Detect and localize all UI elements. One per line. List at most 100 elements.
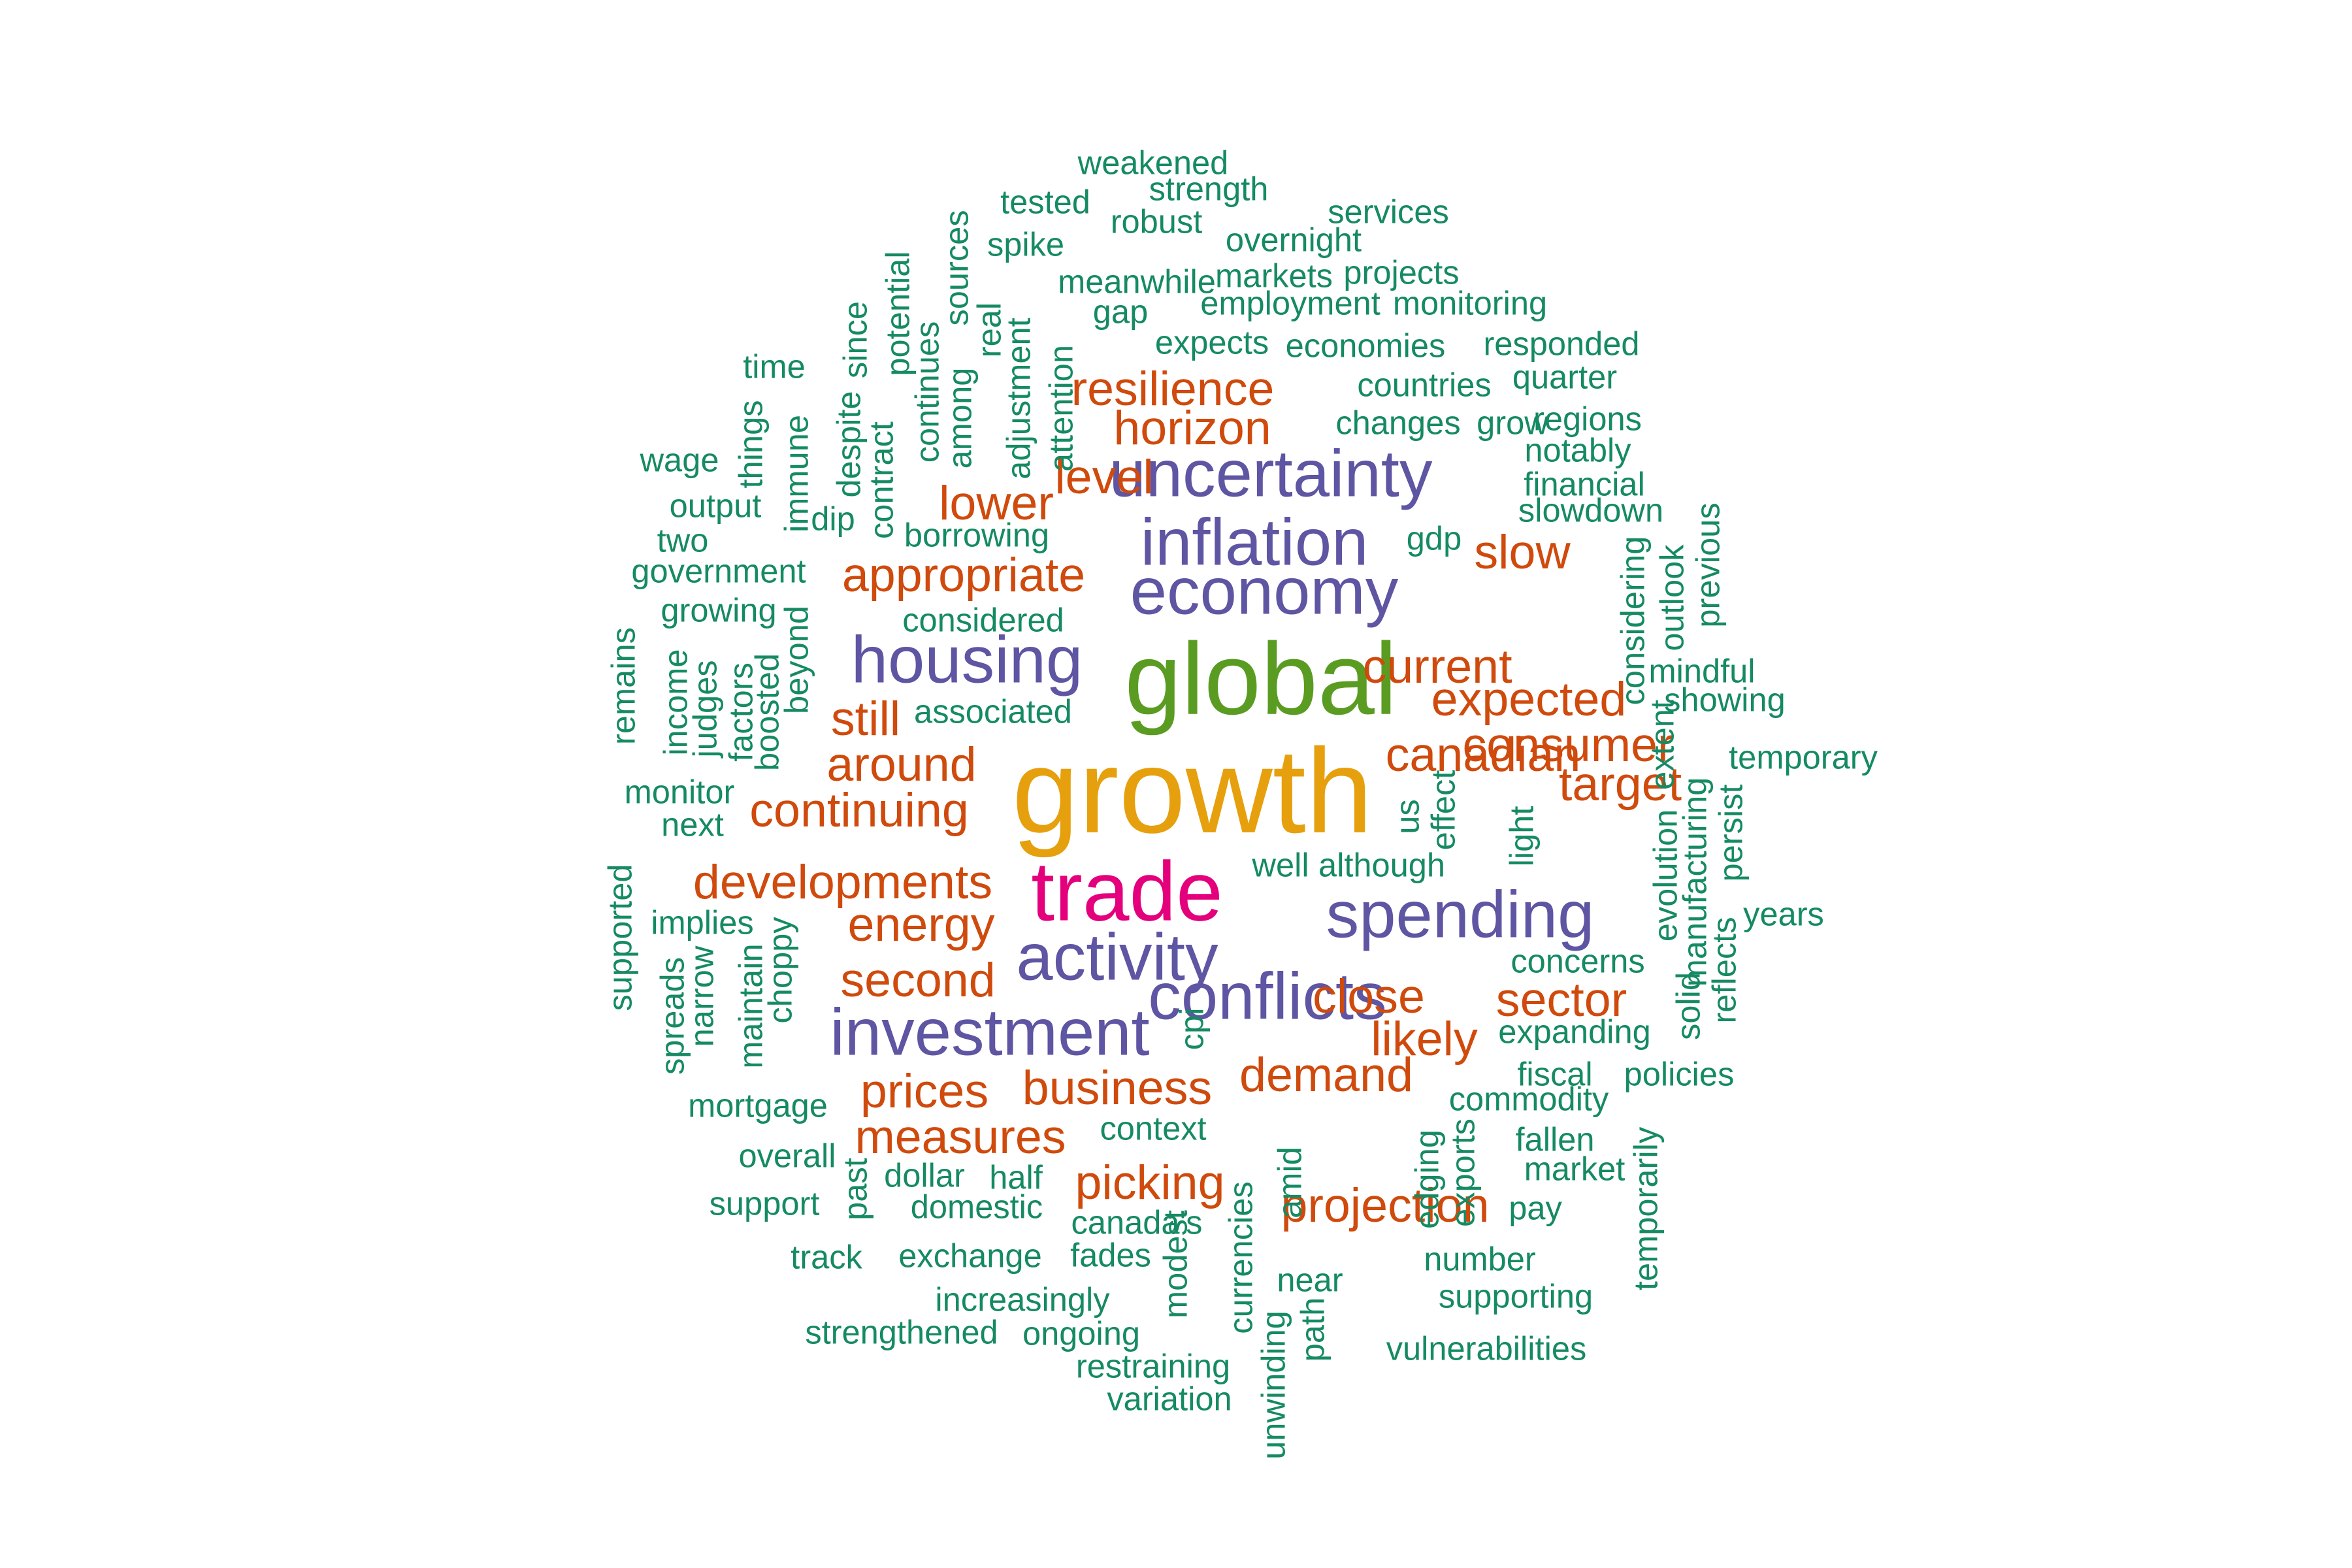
word-growth: growth [1011, 723, 1373, 858]
word-us: us [1388, 799, 1426, 834]
word-investment: investment [830, 995, 1150, 1070]
word-things: things [732, 400, 770, 489]
word-prices: prices [860, 1064, 989, 1119]
word-markets: markets [1215, 257, 1333, 295]
word-adjustment: adjustment [1000, 318, 1037, 480]
word-gap: gap [1092, 293, 1149, 331]
word-current: current [1362, 639, 1512, 694]
word-growing: growing [661, 591, 777, 629]
word-projects: projects [1343, 253, 1460, 291]
word-years: years [1743, 895, 1824, 933]
word-activity: activity [1016, 920, 1218, 994]
word-among: among [941, 367, 979, 469]
word-notably: notably [1524, 431, 1631, 469]
word-uncertainty: uncertainty [1109, 436, 1433, 511]
word-policies: policies [1624, 1055, 1735, 1093]
word-outlook: outlook [1653, 544, 1691, 651]
word-close: close [1313, 969, 1425, 1024]
word-expected: expected [1431, 672, 1627, 727]
word-currencies: currencies [1222, 1181, 1260, 1334]
word-continuing: continuing [749, 783, 969, 838]
word-narrow: narrow [683, 945, 721, 1047]
word-monitoring: monitoring [1392, 284, 1548, 322]
word-commodity: commodity [1448, 1080, 1609, 1118]
word-target: target [1558, 757, 1682, 811]
word-still: still [830, 691, 901, 746]
word-grow: grow [1477, 404, 1548, 442]
word-picking: picking [1075, 1155, 1225, 1210]
word-variation: variation [1107, 1380, 1232, 1418]
word-dollar: dollar [884, 1156, 965, 1194]
word-robust: robust [1110, 203, 1203, 240]
word-next: next [661, 806, 724, 843]
word-cpi: cpi [1173, 1007, 1211, 1051]
word-past: past [836, 1158, 874, 1220]
word-government: government [631, 552, 806, 590]
word-level: level [1054, 449, 1154, 504]
word-near: near [1277, 1261, 1343, 1299]
word-around: around [826, 737, 977, 792]
word-countries: countries [1357, 366, 1492, 404]
word-business: business [1022, 1060, 1213, 1115]
word-fades: fades [1070, 1236, 1151, 1274]
word-extent: extent [1643, 700, 1681, 790]
word-previous: previous [1689, 502, 1727, 628]
word-temporarily: temporarily [1627, 1126, 1665, 1291]
word-well: well [1252, 846, 1309, 884]
word-financial: financial [1524, 465, 1645, 503]
word-canada-s: canada's [1071, 1203, 1203, 1241]
word-sources: sources [938, 210, 975, 326]
word-tested: tested [1000, 183, 1090, 221]
word-second: second [840, 953, 996, 1007]
word-pay: pay [1509, 1189, 1562, 1227]
word-beyond: beyond [777, 606, 815, 714]
word-fallen: fallen [1515, 1120, 1595, 1158]
word-resilience: resilience [1071, 361, 1275, 416]
word-since: since [836, 301, 874, 379]
word-contract: contract [862, 421, 900, 539]
word-light: light [1503, 806, 1541, 867]
word-changes: changes [1335, 404, 1461, 442]
word-housing: housing [851, 623, 1083, 697]
word-persist: persist [1712, 784, 1750, 882]
word-sector: sector [1495, 972, 1627, 1027]
word-horizon: horizon [1113, 400, 1271, 455]
word-number: number [1424, 1240, 1536, 1278]
word-energy: energy [847, 897, 995, 952]
word-consumer: consumer [1462, 717, 1674, 772]
word-exchange: exchange [898, 1237, 1042, 1275]
word-global: global [1124, 621, 1397, 736]
word-exports: exports [1444, 1119, 1482, 1227]
word-supported: supported [601, 864, 639, 1011]
word-borrowing: borrowing [904, 516, 1050, 554]
word-vulnerabilities: vulnerabilities [1386, 1330, 1587, 1367]
word-amid: amid [1271, 1147, 1309, 1218]
word-context: context [1100, 1109, 1207, 1147]
word-services: services [1328, 193, 1449, 231]
word-weakened: weakened [1077, 144, 1229, 182]
word-half: half [989, 1158, 1043, 1196]
word-strengthened: strengthened [805, 1313, 998, 1351]
word-economy: economy [1130, 554, 1399, 629]
word-judges: judges [686, 660, 724, 758]
word-path: path [1294, 1297, 1331, 1362]
word-time: time [743, 348, 806, 385]
word-canadian: canadian [1385, 727, 1581, 782]
word-implies: implies [651, 904, 754, 941]
word-restraining: restraining [1075, 1347, 1231, 1385]
word-responded: responded [1483, 325, 1640, 363]
word-edging: edging [1408, 1130, 1446, 1229]
word-measures: measures [855, 1109, 1066, 1164]
word-output: output [669, 487, 762, 525]
word-overnight: overnight [1225, 221, 1362, 259]
word-effect: effect [1424, 770, 1462, 851]
word-solid: solid [1669, 972, 1707, 1041]
word-continues: continues [908, 321, 946, 463]
word-slow: slow [1474, 525, 1571, 580]
word-overall: overall [738, 1137, 836, 1175]
word-likely: likely [1371, 1011, 1478, 1066]
word-showing: showing [1664, 681, 1786, 719]
word-gdp: gdp [1406, 519, 1462, 557]
word-reflects: reflects [1705, 917, 1743, 1024]
